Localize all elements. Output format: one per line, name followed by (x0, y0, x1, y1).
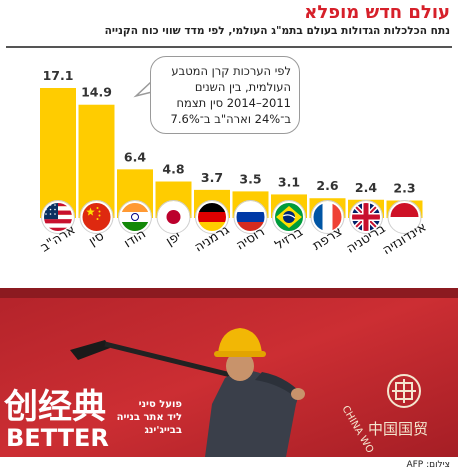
caption-line: בבייג'ינג (144, 425, 182, 436)
japan-flag-icon (156, 200, 191, 234)
photo-credit: צילום: AFP (406, 460, 450, 470)
callout-box: לפי הערכות קרן המטבע העולמית, בין השנים … (150, 56, 300, 134)
sign-english-text: BETTER (6, 424, 109, 452)
bar-chart: 17.114.96.44.83.7 3.5 3.1 2.6 2.4 2.3 ארה"ב סי… (38, 68, 429, 258)
usa-flag-icon (41, 200, 75, 234)
uk-flag-icon (349, 200, 383, 234)
chart-value-labels: 17.1 14.9 6.4 4.8 3.7 3.5 3.1 2.6 2.4 2.3 (43, 68, 416, 196)
page-title: עולם חדש מופלא (304, 2, 450, 23)
value-label: 3.1 (278, 174, 300, 189)
caption-line: פועל סיני (138, 399, 182, 410)
category-label: יפן (163, 229, 183, 249)
callout-note: לפי הערכות קרן המטבע העולמית, בין השנים … (133, 56, 300, 134)
value-label: 3.7 (201, 170, 223, 185)
news-photo: 创经典 BETTER 中国国贸 CHINA WO פועל סיני ליד א… (0, 288, 458, 457)
callout-line: העולמית, בין השנים (194, 80, 291, 94)
germany-flag-icon (195, 200, 229, 234)
callout-line: 2011–2014 סין תצמח (176, 96, 292, 110)
chart-flags (41, 200, 422, 234)
china-flag-icon (79, 200, 114, 234)
value-label: 2.4 (355, 180, 377, 195)
page-subtitle: נתח הכלכלות הגדולות בעולם בתמ"ג העולמי, … (104, 25, 450, 37)
callout-tail (133, 81, 153, 98)
france-flag-icon (310, 200, 345, 234)
indonesia-flag-icon (387, 200, 422, 234)
category-label: סין (86, 229, 107, 250)
photo-caption: פועל סיני ליד אתר בנייה בבייג'ינג (116, 398, 182, 437)
bar-china (78, 104, 115, 218)
value-label: 6.4 (124, 149, 146, 164)
india-flag-icon (118, 200, 152, 234)
construction-worker-photo: 创经典 BETTER 中国国贸 CHINA WO (0, 288, 458, 457)
title-divider (6, 46, 452, 48)
value-label: 2.3 (393, 181, 415, 196)
russia-flag-icon (233, 200, 268, 234)
value-label: 2.6 (316, 178, 338, 193)
callout-line: לפי הערכות קרן המטבע (171, 64, 291, 78)
bank-logo-icon (387, 374, 421, 408)
value-label: 17.1 (43, 68, 74, 83)
caption-line: ליד אתר בנייה (116, 412, 182, 423)
value-label: 3.5 (239, 171, 261, 186)
value-label: 4.8 (162, 162, 184, 177)
value-label: 14.9 (81, 85, 112, 100)
sign-chinese-text: 创经典 (3, 387, 106, 427)
bank-chinese-text: 中国国贸 (368, 420, 428, 438)
bar-usa (40, 88, 76, 218)
callout-line: ב־24% וארה"ב ב־7.6% (170, 112, 291, 126)
brazil-flag-icon (272, 200, 306, 234)
